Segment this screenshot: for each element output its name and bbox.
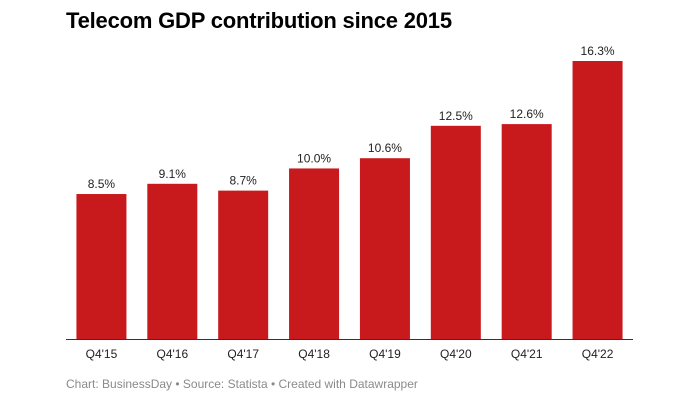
bar-7 (572, 61, 623, 339)
value-label-2: 8.7% (230, 174, 258, 188)
x-tick-label-4: Q4'19 (369, 347, 401, 361)
x-tick-label-7: Q4'22 (582, 347, 614, 361)
value-label-7: 16.3% (581, 44, 615, 58)
value-labels-group: 8.5% 9.1% 8.7% 10.0% 10.6% 12.5% 12.6% 16.3% (88, 44, 615, 191)
chart-footer: Chart: BusinessDay • Source: Statista • … (66, 377, 418, 391)
bar-6 (501, 124, 552, 339)
bar-3 (289, 168, 340, 339)
value-label-1: 9.1% (159, 167, 187, 181)
x-tick-label-6: Q4'21 (511, 347, 543, 361)
x-tick-labels-group: Q4'15 Q4'16 Q4'17 Q4'18 Q4'19 Q4'20 Q4'21 Q4'22 (86, 347, 614, 361)
value-label-4: 10.6% (368, 141, 402, 155)
bar-0 (76, 194, 127, 339)
chart-title: Telecom GDP contribution since 2015 (66, 8, 452, 33)
x-tick-label-2: Q4'17 (227, 347, 259, 361)
value-label-3: 10.0% (297, 151, 331, 165)
value-label-0: 8.5% (88, 177, 116, 191)
x-tick-label-3: Q4'18 (298, 347, 330, 361)
value-label-6: 12.6% (510, 107, 544, 121)
bar-2 (218, 190, 269, 339)
bar-1 (147, 183, 198, 339)
bars-group (76, 61, 623, 339)
x-tick-label-1: Q4'16 (156, 347, 188, 361)
bar-5 (430, 125, 481, 339)
x-tick-label-5: Q4'20 (440, 347, 472, 361)
value-label-5: 12.5% (439, 109, 473, 123)
bar-4 (359, 158, 410, 339)
x-tick-label-0: Q4'15 (86, 347, 118, 361)
